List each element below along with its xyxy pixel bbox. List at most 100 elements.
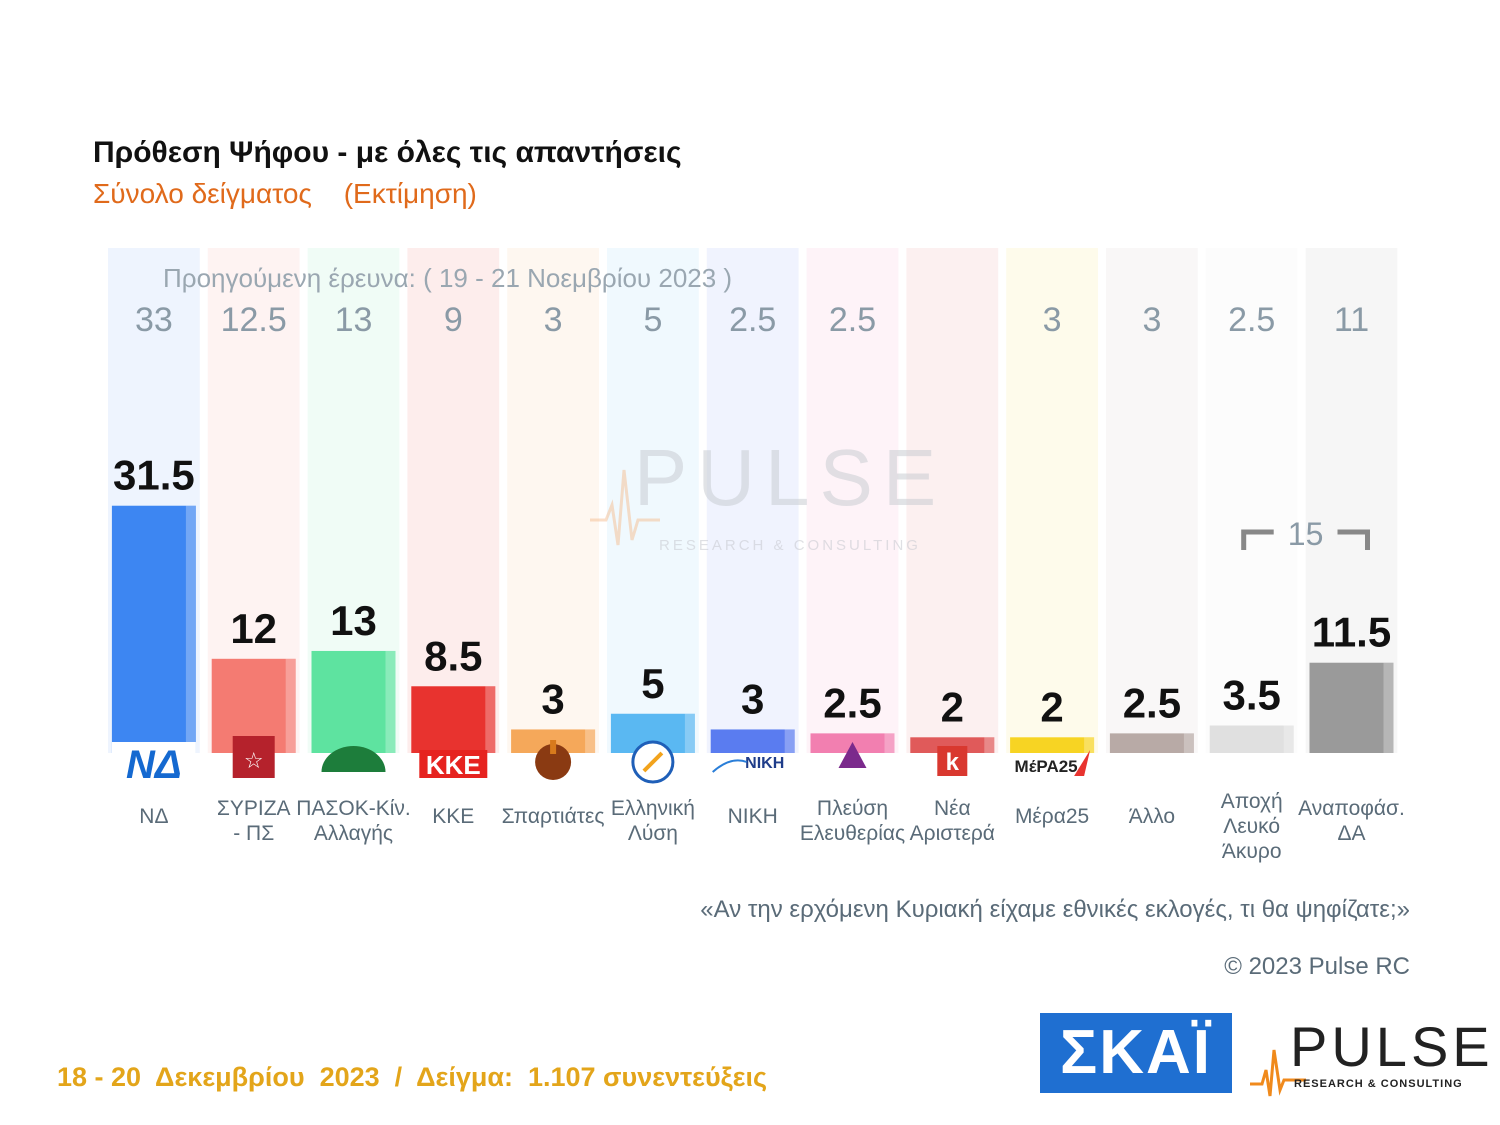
data-label: 3.5 <box>1223 672 1281 719</box>
bracket-left <box>1241 529 1274 550</box>
bar-highlight <box>1183 733 1194 753</box>
bar-highlight <box>1383 662 1394 753</box>
bar <box>910 737 995 753</box>
niki-wave-icon <box>712 759 748 773</box>
bar-highlight <box>984 737 995 753</box>
data-label: 13 <box>330 597 377 644</box>
previous-value: 3 <box>544 301 563 339</box>
bar-highlight <box>884 733 895 753</box>
previous-value: 3 <box>1043 301 1062 339</box>
plefsi-sail-icon <box>838 742 867 768</box>
bar-highlight <box>1283 725 1294 753</box>
category-label: ΚΚΕ <box>432 805 474 828</box>
bar <box>411 686 496 753</box>
nd-logo-icon: ΝΔ <box>126 743 182 787</box>
bar-highlight <box>185 505 196 753</box>
skai-logo: ΣΚΑΪ <box>1040 1013 1232 1093</box>
bar <box>1109 733 1194 753</box>
category-label: Άκυρο <box>1222 840 1282 863</box>
pulse-logo-word: PULSE <box>1290 1015 1494 1078</box>
category-label: Ελευθερίας <box>800 822 905 845</box>
niki-logo-icon: ΝΙΚΗ <box>745 755 784 772</box>
nea-aristera-k-icon: k <box>946 749 960 776</box>
elliniki-lysi-arrow-icon <box>642 751 664 773</box>
category-label: ΠΑΣΟΚ-Κίν. <box>296 797 411 820</box>
column-band <box>407 248 500 753</box>
bar-highlight <box>784 729 795 753</box>
category-label: ΣΥΡΙΖΑ <box>217 797 291 820</box>
data-label: 11.5 <box>1312 609 1391 656</box>
pulse-heartbeat-icon <box>1250 1049 1306 1097</box>
column-band <box>1106 248 1198 753</box>
bar-highlight <box>485 686 496 753</box>
category-label: ΝΙΚΗ <box>728 805 778 828</box>
bracket-right <box>1337 529 1370 550</box>
data-label: 3 <box>741 675 764 722</box>
data-label: 12 <box>230 605 277 652</box>
spartiates-crest-icon <box>550 740 557 754</box>
column-band <box>706 248 799 753</box>
column-band <box>607 248 699 753</box>
column-band <box>806 248 899 753</box>
column-band <box>906 248 999 753</box>
bar <box>1010 737 1095 753</box>
bar-highlight <box>285 658 296 753</box>
chart-subtitle: Σύνολο δείγματος (Εκτίμηση) <box>93 178 501 210</box>
category-label: ΔΑ <box>1337 822 1365 845</box>
syriza-logo-icon <box>232 736 275 778</box>
survey-footer: 18 - 20 Δεκεμβρίου 2023 / Δείγμα: 1.107 … <box>57 1062 768 1092</box>
previous-value: 5 <box>643 301 662 339</box>
pulse-logo: PULSE RESEARCH & CONSULTING <box>1248 1010 1490 1100</box>
column-band <box>507 248 599 753</box>
category-label: Λευκό <box>1223 815 1280 838</box>
previous-value: 13 <box>335 301 373 339</box>
category-label: - ΠΣ <box>233 822 274 845</box>
syriza-star-icon: ☆ <box>244 749 264 774</box>
data-label: 8.5 <box>424 632 482 679</box>
category-label: Πλεύση <box>817 797 888 820</box>
category-label: Άλλο <box>1129 805 1175 828</box>
watermark-heartbeat-icon <box>590 469 660 546</box>
bar-highlight <box>684 713 695 753</box>
data-label: 2.5 <box>1123 679 1181 726</box>
column-band <box>1205 248 1298 753</box>
column-band <box>1006 248 1098 753</box>
category-label: Αποχή <box>1221 790 1283 813</box>
subtitle-estimate: (Εκτίμηση) <box>343 178 477 209</box>
category-label: Ελληνική <box>611 797 695 820</box>
category-label: Μέρα25 <box>1015 805 1089 828</box>
bar <box>1209 725 1294 753</box>
bar <box>1309 662 1394 753</box>
category-label: ΝΔ <box>139 805 168 828</box>
previous-survey-label: Προηγούμενη έρευνα: ( 19 - 21 Νοεμβρίου … <box>163 263 732 293</box>
nea-aristera-logo-icon <box>937 746 968 776</box>
previous-value: 3 <box>1142 301 1161 339</box>
bracket-label: 15 <box>1288 516 1324 552</box>
mera25-logo-icon: ΜέΡΑ25 <box>1015 757 1078 776</box>
bar <box>710 729 795 753</box>
previous-value: 2.5 <box>729 301 776 339</box>
watermark-word: PULSE <box>634 433 946 522</box>
previous-value: 12.5 <box>221 301 287 339</box>
previous-value: 11 <box>1334 301 1369 339</box>
watermark-tagline: RESEARCH & CONSULTING <box>659 537 921 554</box>
vote-intention-chart: PULSE RESEARCH & CONSULTING Προηγούμενη έρ… <box>108 248 1405 863</box>
spartiates-helmet-icon <box>535 744 572 780</box>
previous-value: 33 <box>135 301 173 339</box>
data-label: 2.5 <box>823 679 881 726</box>
data-label: 2 <box>941 683 964 730</box>
category-label: Νέα <box>934 797 971 820</box>
previous-value: 9 <box>444 301 463 339</box>
data-label: 5 <box>641 660 664 707</box>
previous-value: 2.5 <box>1228 301 1275 339</box>
pulse-logo-tagline: RESEARCH & CONSULTING <box>1294 1078 1463 1090</box>
data-label: 3 <box>541 675 564 722</box>
mera25-arrow-icon <box>1074 750 1091 776</box>
chart-title: Πρόθεση Ψήφου - με όλες τις απαντήσεις <box>93 136 682 169</box>
subtitle-sample: Σύνολο δείγματος <box>93 178 312 209</box>
category-label: Αριστερά <box>910 822 995 845</box>
kke-logo-bg <box>419 750 488 778</box>
nd-logo-bg <box>111 742 196 778</box>
bar <box>111 505 196 753</box>
data-label: 31.5 <box>113 452 195 499</box>
